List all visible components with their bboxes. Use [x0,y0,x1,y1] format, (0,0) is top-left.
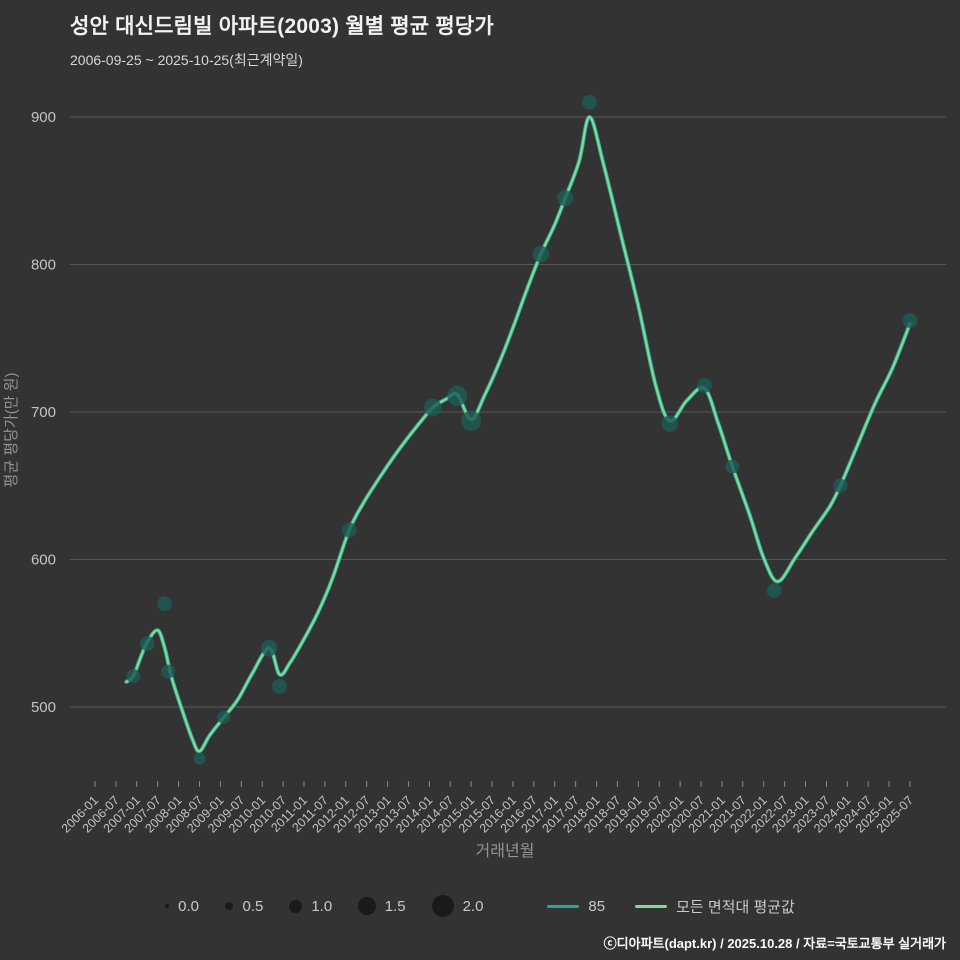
data-point [582,94,597,110]
size-legend: 0.0 0.5 1.0 1.5 2.0 [165,895,483,917]
size-bubble [358,897,376,915]
attribution-footer: ⓒ디아파트(dapt.kr) / 2025.10.28 / 자료=국토교통부 실… [603,936,946,951]
size-legend-item: 1.0 [289,898,332,915]
size-bubble [224,901,234,911]
data-point [661,415,678,433]
size-legend-item: 2.0 [431,895,484,917]
data-point [139,636,155,651]
data-point [341,522,357,538]
data-point [902,313,918,328]
size-bubble [289,899,303,913]
chart-legend: 0.0 0.5 1.0 1.5 2.0 85 모든 면적대 평균값 [0,884,960,928]
series-85-line-swatch [547,904,580,908]
size-legend-item: 1.5 [358,897,406,915]
x-axis-label: 거래년월 [476,842,535,860]
size-label: 0.5 [242,897,264,915]
data-point [260,639,278,657]
data-point [193,752,206,765]
page-title: 성안 대신드림빌 아파트(2003) 월별 평균 평당가 [70,15,494,38]
data-point [697,378,712,393]
data-point [532,245,550,263]
data-point [157,596,173,612]
y-tick-label: 600 [31,552,56,569]
data-point [833,478,848,493]
data-point [126,669,141,684]
size-label: 0.0 [178,897,199,915]
data-point [161,664,176,679]
chart-header: 성안 대신드림빌 아파트(2003) 월별 평균 평당가 2006-09-25 … [70,10,494,70]
data-point [272,678,287,694]
data-point [424,398,442,417]
series-avg-label: 모든 면적대 평균값 [676,898,795,916]
size-label: 1.5 [384,897,406,915]
y-tick-label: 500 [31,699,56,716]
price-line-chart: 5006007008009002006-012006-072007-012007… [3,94,946,860]
size-label: 1.0 [311,897,333,915]
data-point [766,583,782,598]
y-tick-label: 700 [31,404,56,421]
series-85-label: 85 [588,897,606,915]
size-bubble [165,904,170,908]
date-range-subtitle: 2006-09-25 ~ 2025-10-25(최근계약일) [70,52,303,68]
data-point [447,385,468,406]
data-point [217,710,231,724]
data-point [725,459,740,474]
series-avg-line [125,115,912,753]
series-avg-line-swatch [635,904,668,908]
data-point [557,190,574,207]
series-85-line [124,114,912,754]
size-legend-item: 0.0 [165,898,199,915]
size-bubble [431,895,454,917]
y-tick-label: 900 [31,109,56,126]
size-legend-item: 0.5 [224,897,264,915]
legend-series-avg: 모든 면적대 평균값 [635,896,795,917]
size-label: 2.0 [462,897,484,915]
y-axis-label: 평균 평당가(만 원) [3,373,20,488]
legend-series-85: 85 [547,898,605,915]
data-point [461,410,482,431]
y-tick-label: 800 [31,257,56,274]
